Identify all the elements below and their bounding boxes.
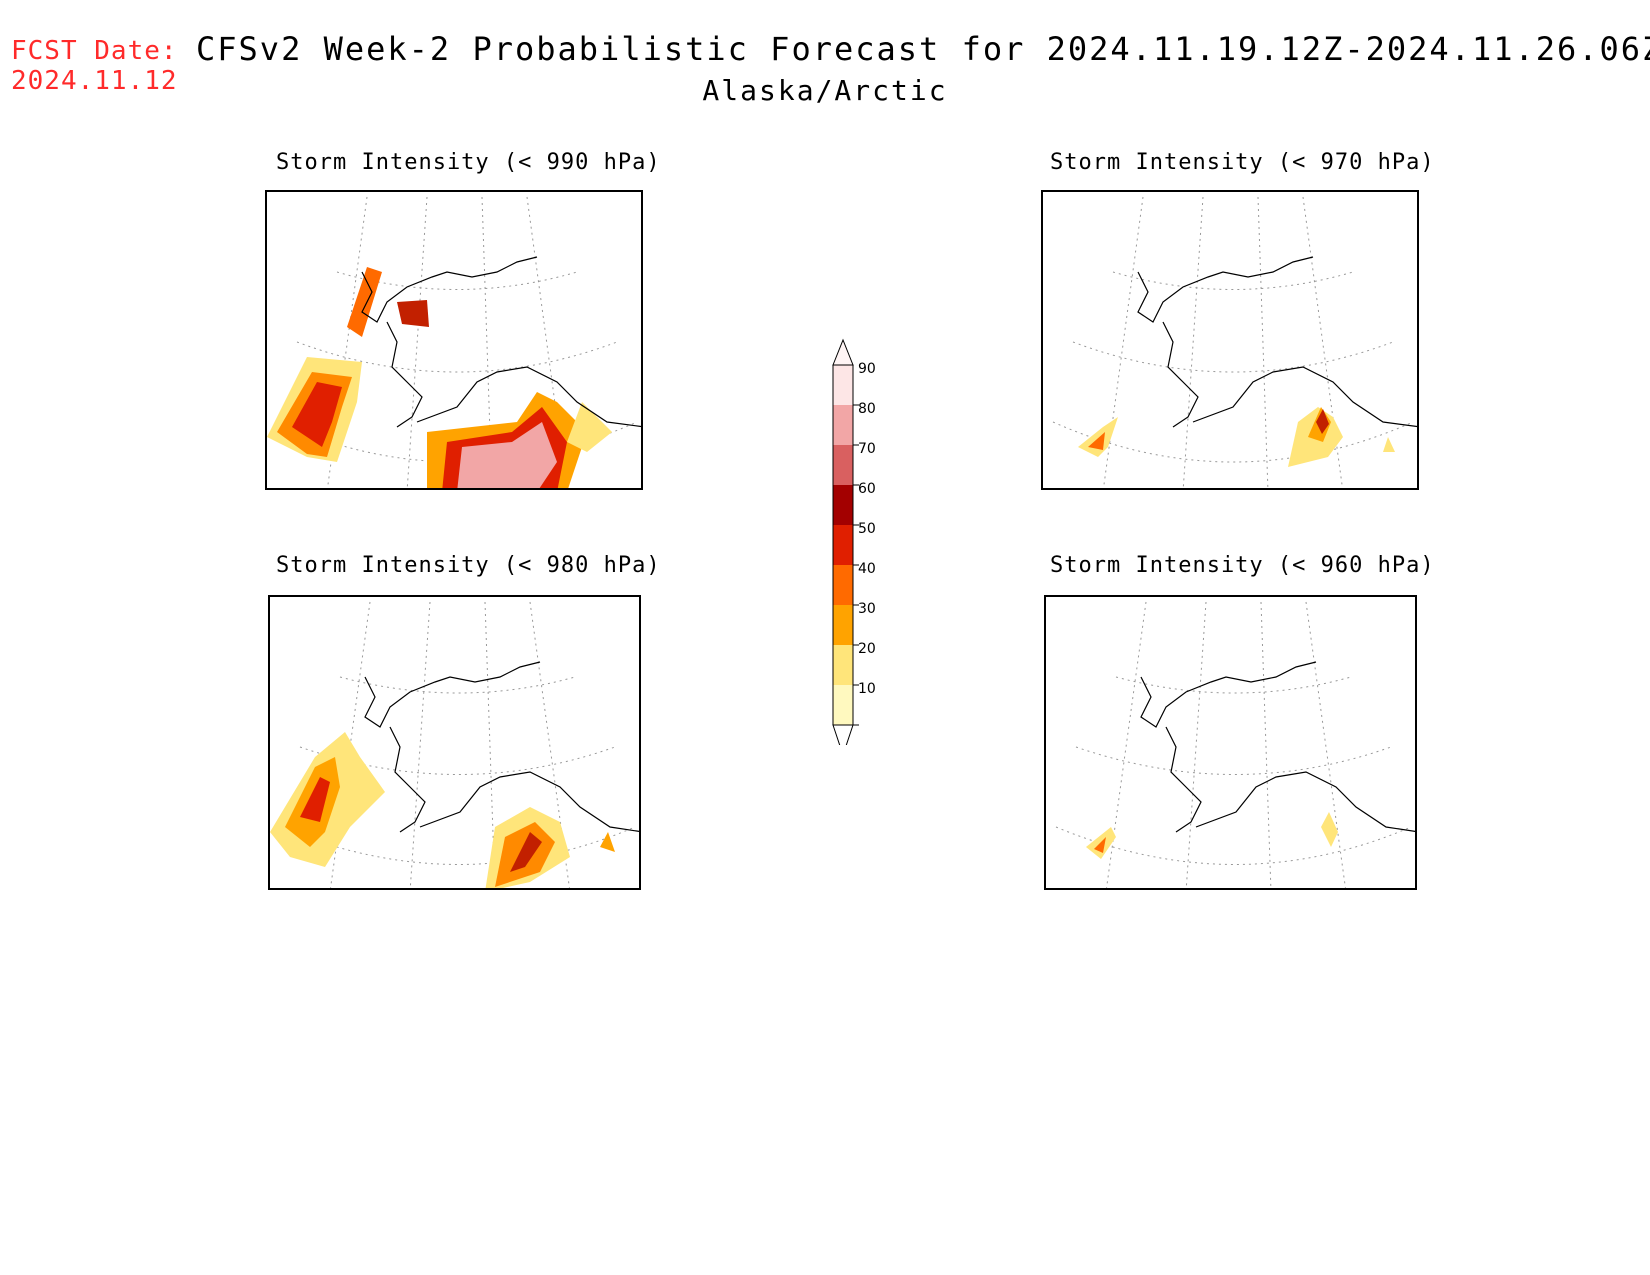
colorbar-tick-label: 10 bbox=[858, 681, 876, 697]
graticule bbox=[1052, 196, 1414, 488]
colorbar-tick-label: 20 bbox=[858, 641, 876, 657]
figure-title: CFSv2 Week-2 Probabilistic Forecast for … bbox=[196, 30, 1650, 68]
colorbar-segment bbox=[833, 405, 853, 445]
colorbar-tick-label: 40 bbox=[858, 561, 876, 577]
map-960-svg bbox=[1055, 601, 1415, 888]
colorbar-top-cap bbox=[832, 338, 854, 366]
map-panel-960 bbox=[1044, 595, 1417, 890]
colorbar-tick-label: 90 bbox=[858, 361, 876, 377]
panel-title-980: Storm Intensity (< 980 hPa) bbox=[276, 553, 661, 578]
map-panel-970 bbox=[1041, 190, 1419, 490]
coastline bbox=[361, 256, 641, 428]
prob-shading bbox=[270, 732, 615, 888]
fcst-date-caption: FCST Date: bbox=[11, 36, 178, 66]
map-990-svg bbox=[267, 196, 641, 488]
panel-title-960: Storm Intensity (< 960 hPa) bbox=[1050, 553, 1435, 578]
prob-shading bbox=[1078, 407, 1395, 467]
fcst-date-value: 2024.11.12 bbox=[11, 66, 178, 96]
map-970-svg bbox=[1052, 196, 1417, 488]
coastline bbox=[1140, 661, 1415, 833]
panel-title-970: Storm Intensity (< 970 hPa) bbox=[1050, 150, 1435, 175]
colorbar-svg bbox=[832, 338, 859, 757]
colorbar: 10 20 30 40 50 60 70 80 90 bbox=[820, 335, 900, 757]
colorbar-segment bbox=[833, 645, 853, 685]
map-panel-990 bbox=[265, 190, 643, 490]
forecast-date-label: FCST Date: 2024.11.12 bbox=[11, 36, 178, 96]
colorbar-segment bbox=[833, 605, 853, 645]
graticule bbox=[1055, 601, 1412, 888]
colorbar-segment bbox=[833, 485, 853, 525]
colorbar-segment bbox=[833, 525, 853, 565]
map-panel-980 bbox=[268, 595, 641, 890]
prob-shading bbox=[267, 267, 612, 488]
colorbar-bottom-cap bbox=[832, 724, 854, 757]
figure-subtitle: Alaska/Arctic bbox=[702, 74, 948, 107]
colorbar-segment bbox=[833, 445, 853, 485]
colorbar-tick-label: 50 bbox=[858, 521, 876, 537]
colorbar-tick-label: 30 bbox=[858, 601, 876, 617]
coastline bbox=[364, 661, 639, 833]
prob-shading bbox=[1086, 812, 1338, 859]
panel-title-990: Storm Intensity (< 990 hPa) bbox=[276, 150, 661, 175]
colorbar-segment bbox=[833, 685, 853, 725]
colorbar-segment bbox=[833, 565, 853, 605]
colorbar-segment bbox=[833, 365, 853, 405]
map-980-svg bbox=[270, 601, 639, 888]
colorbar-tick-label: 60 bbox=[858, 481, 876, 497]
coastline bbox=[1137, 256, 1417, 428]
colorbar-tick-label: 80 bbox=[858, 401, 876, 417]
colorbar-tick-label: 70 bbox=[858, 441, 876, 457]
